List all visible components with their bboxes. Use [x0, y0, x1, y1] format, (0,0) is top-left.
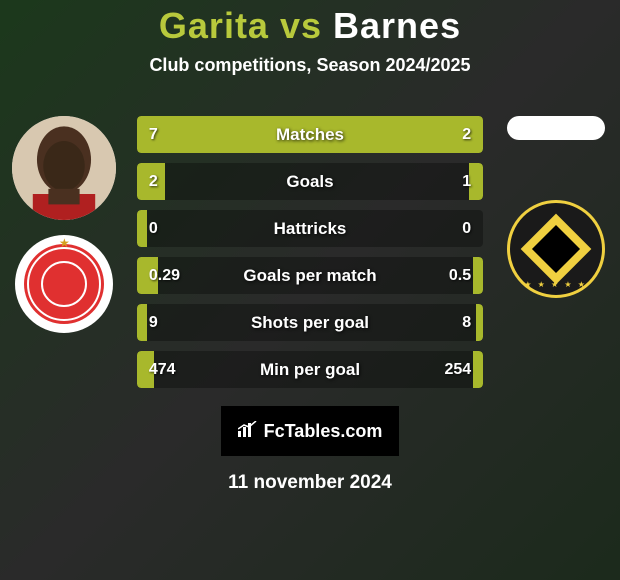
- player2-photo: [507, 116, 605, 140]
- stat-row: 9 Shots per goal 8: [137, 304, 483, 341]
- club1-badge: ★: [24, 244, 104, 324]
- player2-name: Barnes: [333, 5, 461, 46]
- stat-value-left: 2: [149, 173, 158, 191]
- stat-value-right: 254: [444, 361, 471, 379]
- stat-row: 7 Matches 2: [137, 116, 483, 153]
- stat-label: Shots per goal: [251, 313, 369, 333]
- stat-value-left: 0: [149, 220, 158, 238]
- stars-icon: ★ ★ ★ ★ ★: [510, 280, 602, 289]
- stat-value-left: 9: [149, 314, 158, 332]
- stat-fill-left: [137, 210, 147, 247]
- stat-fill-right: [469, 163, 483, 200]
- stat-label: Goals: [286, 172, 333, 192]
- player1-name: Garita: [159, 5, 269, 46]
- stat-row: 0.29 Goals per match 0.5: [137, 257, 483, 294]
- stat-value-right: 2: [462, 126, 471, 144]
- star-icon: ★: [59, 236, 70, 250]
- stat-row: 474 Min per goal 254: [137, 351, 483, 388]
- stat-value-right: 0: [462, 220, 471, 238]
- comparison-area: ★ 7 Matches 2 2 Goals 1 0 Hattricks 0 0.29 Goals p…: [0, 116, 620, 388]
- stat-fill-right: [473, 351, 483, 388]
- left-column: ★: [10, 116, 119, 333]
- date-text: 11 november 2024: [0, 472, 620, 494]
- brand-text: FcTables.com: [264, 421, 383, 442]
- comparison-title: Garita vs Barnes: [0, 5, 620, 47]
- stat-label: Matches: [276, 125, 344, 145]
- subtitle: Club competitions, Season 2024/2025: [0, 55, 620, 76]
- stats-column: 7 Matches 2 2 Goals 1 0 Hattricks 0 0.29 Goals per…: [137, 116, 483, 388]
- stat-label: Min per goal: [260, 360, 360, 380]
- stat-value-right: 1: [462, 173, 471, 191]
- club2-badge: [520, 214, 591, 285]
- stat-value-right: 8: [462, 314, 471, 332]
- chart-icon: [238, 421, 258, 442]
- vs-text: vs: [280, 5, 322, 46]
- stat-label: Hattricks: [274, 219, 347, 239]
- stat-row: 2 Goals 1: [137, 163, 483, 200]
- stat-label: Goals per match: [243, 266, 376, 286]
- player1-photo: [12, 116, 116, 220]
- brand-logo[interactable]: FcTables.com: [221, 406, 399, 456]
- stat-row: 0 Hattricks 0: [137, 210, 483, 247]
- stat-value-left: 474: [149, 361, 176, 379]
- club1-logo: ★: [15, 235, 113, 333]
- stat-fill-right: [473, 257, 483, 294]
- stat-value-left: 7: [149, 126, 158, 144]
- stat-value-right: 0.5: [449, 267, 471, 285]
- stat-value-left: 0.29: [149, 267, 180, 285]
- stat-fill-right: [476, 304, 483, 341]
- stat-fill-left: [137, 116, 390, 153]
- stat-fill-left: [137, 304, 147, 341]
- right-column: ★ ★ ★ ★ ★: [501, 116, 610, 298]
- club2-logo: ★ ★ ★ ★ ★: [507, 200, 605, 298]
- main-content: Garita vs Barnes Club competitions, Seas…: [0, 0, 620, 494]
